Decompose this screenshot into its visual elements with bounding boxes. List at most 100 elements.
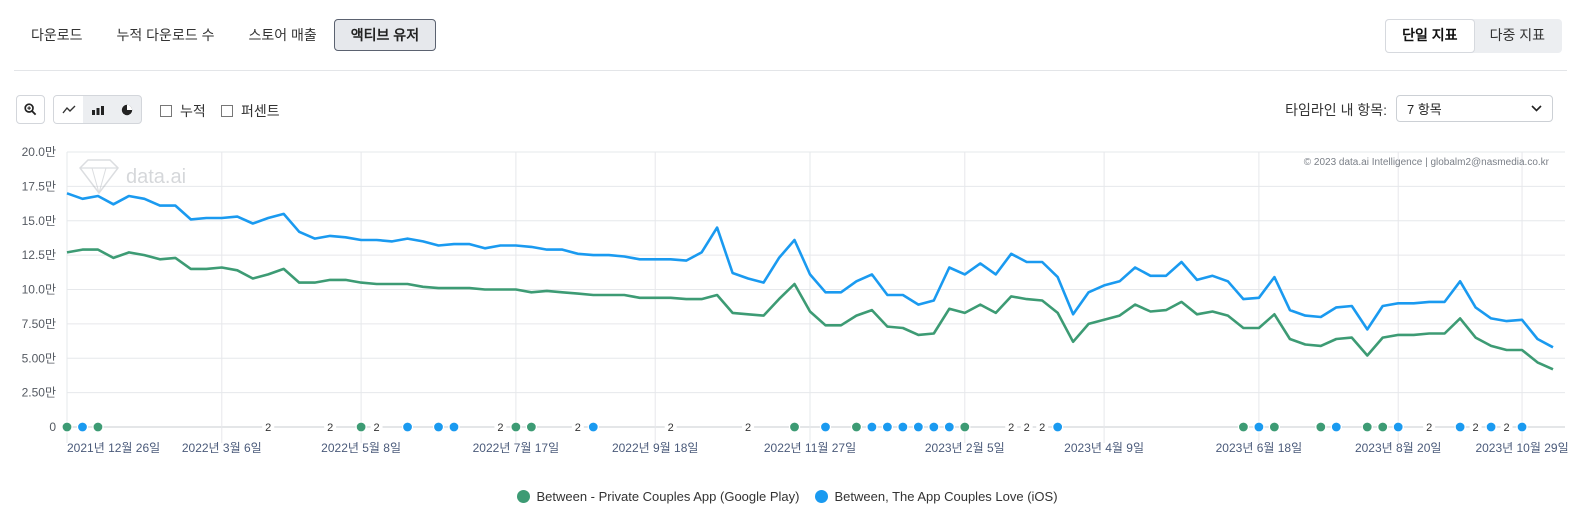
- event-marker-dot[interactable]: [1516, 421, 1528, 433]
- event-count-marker[interactable]: 2: [324, 421, 337, 434]
- event-count-marker[interactable]: 2: [571, 421, 584, 434]
- y-tick-label: 12.5만: [22, 248, 56, 262]
- event-count-marker[interactable]: 2: [262, 421, 275, 434]
- event-marker-dot[interactable]: [897, 421, 909, 433]
- event-marker-dot[interactable]: [76, 421, 89, 433]
- copyright-text: © 2023 data.ai Intelligence | globalm2@n…: [1304, 157, 1550, 168]
- zoom-icon: [24, 103, 37, 116]
- event-count-marker[interactable]: 2: [1005, 421, 1018, 434]
- event-marker-dot[interactable]: [61, 421, 73, 433]
- event-count-marker[interactable]: 2: [494, 421, 507, 434]
- event-marker-dot[interactable]: [866, 421, 878, 433]
- bar-chart-button[interactable]: [83, 96, 112, 123]
- tab-cumulative-downloads[interactable]: 누적 다운로드 수: [116, 27, 215, 43]
- percent-label: 퍼센트: [241, 103, 280, 119]
- cumulative-checkbox[interactable]: 누적: [160, 101, 206, 121]
- line-chart-button[interactable]: [54, 96, 83, 123]
- event-marker-dot[interactable]: [912, 421, 924, 433]
- event-marker-dot[interactable]: [1392, 421, 1404, 433]
- legend-item-google-play[interactable]: Between - Private Couples App (Google Pl…: [517, 489, 799, 504]
- tab-downloads[interactable]: 다운로드: [31, 27, 83, 43]
- event-marker-dot[interactable]: [1485, 421, 1497, 433]
- event-marker-dot[interactable]: [943, 421, 955, 433]
- active-users-chart: data.ai © 2023 data.ai Intelligence | gl…: [22, 145, 1569, 455]
- series-line-google-play[interactable]: [66, 248, 1554, 371]
- event-marker-dot[interactable]: [401, 421, 414, 433]
- event-marker-dot[interactable]: [1253, 421, 1265, 433]
- pie-chart-button[interactable]: [112, 96, 141, 123]
- multi-metric-button[interactable]: 다중 지표: [1489, 27, 1545, 43]
- y-tick-label: 15.0만: [22, 214, 56, 228]
- event-marker-dot[interactable]: [959, 421, 971, 433]
- chevron-down-icon: [1531, 105, 1542, 112]
- event-count-label: 2: [668, 422, 674, 434]
- event-count-marker[interactable]: 2: [742, 421, 755, 434]
- event-count-marker[interactable]: 2: [1423, 421, 1436, 434]
- event-count-label: 2: [1008, 422, 1014, 434]
- event-marker-dot[interactable]: [928, 421, 940, 433]
- event-marker-dot[interactable]: [92, 421, 104, 433]
- x-tick-label: 2023년 4월 9일: [1064, 441, 1144, 455]
- event-marker-dot[interactable]: [355, 421, 367, 433]
- percent-checkbox[interactable]: 퍼센트: [221, 101, 280, 121]
- tab-store-revenue[interactable]: 스토어 매출: [248, 27, 317, 43]
- event-marker-dot[interactable]: [1377, 421, 1389, 433]
- event-marker-dot[interactable]: [819, 421, 832, 433]
- x-tick-label: 2022년 7월 17일: [473, 441, 560, 455]
- event-marker-dot[interactable]: [587, 421, 599, 433]
- event-marker-dot[interactable]: [1361, 421, 1373, 433]
- checkbox-box: [221, 105, 233, 117]
- x-axis: 2021년 12월 26일 2022년 3월 6일 2022년 5월 8일 2022년…: [67, 441, 1569, 455]
- event-count-label: 2: [1504, 422, 1510, 434]
- chart-grid: [66, 151, 1565, 443]
- checkbox-box: [160, 105, 172, 117]
- event-count-label: 2: [575, 422, 581, 434]
- event-marker-dot[interactable]: [1454, 421, 1466, 433]
- event-count-label: 2: [1024, 422, 1030, 434]
- event-count-marker[interactable]: 2: [664, 421, 677, 434]
- event-count-label: 2: [1039, 422, 1045, 434]
- line-chart-icon: [61, 105, 75, 113]
- event-marker-dot[interactable]: [448, 421, 460, 433]
- y-tick-label: 7.50만: [22, 317, 56, 331]
- event-count-marker[interactable]: 2: [1500, 421, 1513, 434]
- x-tick-label: 2023년 10월 29일: [1475, 441, 1568, 455]
- legend-item-ios[interactable]: Between, The App Couples Love (iOS): [815, 489, 1058, 504]
- event-count-marker[interactable]: 2: [370, 421, 383, 434]
- event-count-marker[interactable]: 2: [1020, 421, 1033, 434]
- x-tick-label: 2022년 5월 8일: [321, 441, 401, 455]
- event-marker-dot[interactable]: [1268, 421, 1280, 433]
- legend: Between - Private Couples App (Google Pl…: [0, 489, 1575, 504]
- series-lines: [66, 192, 1554, 371]
- bar-chart-icon: [91, 105, 104, 115]
- event-count-marker[interactable]: 2: [1469, 421, 1482, 434]
- event-marker-dot[interactable]: [1052, 421, 1064, 433]
- event-count-label: 2: [1473, 422, 1479, 434]
- single-metric-button[interactable]: 단일 지표: [1386, 20, 1474, 52]
- event-marker-dot[interactable]: [1330, 421, 1342, 433]
- event-count-badge: [324, 421, 337, 433]
- event-marker-dot[interactable]: [1237, 421, 1250, 433]
- tab-active-users[interactable]: 액티브 유저: [333, 19, 437, 51]
- event-marker-dot[interactable]: [1315, 421, 1327, 433]
- event-count-label: 2: [327, 422, 333, 434]
- event-marker-dot[interactable]: [788, 421, 801, 433]
- event-marker-dot[interactable]: [881, 421, 893, 433]
- event-marker-dot[interactable]: [432, 421, 445, 433]
- event-count-label: 2: [745, 422, 751, 434]
- y-tick-label: 2.50만: [22, 386, 56, 400]
- event-count-badge: [370, 421, 383, 433]
- series-line-ios[interactable]: [66, 192, 1554, 349]
- event-marker-dot[interactable]: [525, 421, 537, 433]
- zoom-button[interactable]: [16, 95, 45, 124]
- event-count-badge: [1036, 421, 1049, 433]
- event-count-marker[interactable]: 2: [1036, 421, 1049, 434]
- x-tick-label: 2021년 12월 26일: [67, 441, 160, 455]
- event-marker-dot[interactable]: [850, 421, 863, 433]
- pie-chart-icon: [121, 104, 132, 115]
- x-tick-label: 2022년 9월 18일: [612, 441, 699, 455]
- event-count-badge: [494, 421, 507, 433]
- timeline-items-select[interactable]: 7 항목: [1396, 95, 1553, 122]
- event-marker-dot[interactable]: [510, 421, 522, 433]
